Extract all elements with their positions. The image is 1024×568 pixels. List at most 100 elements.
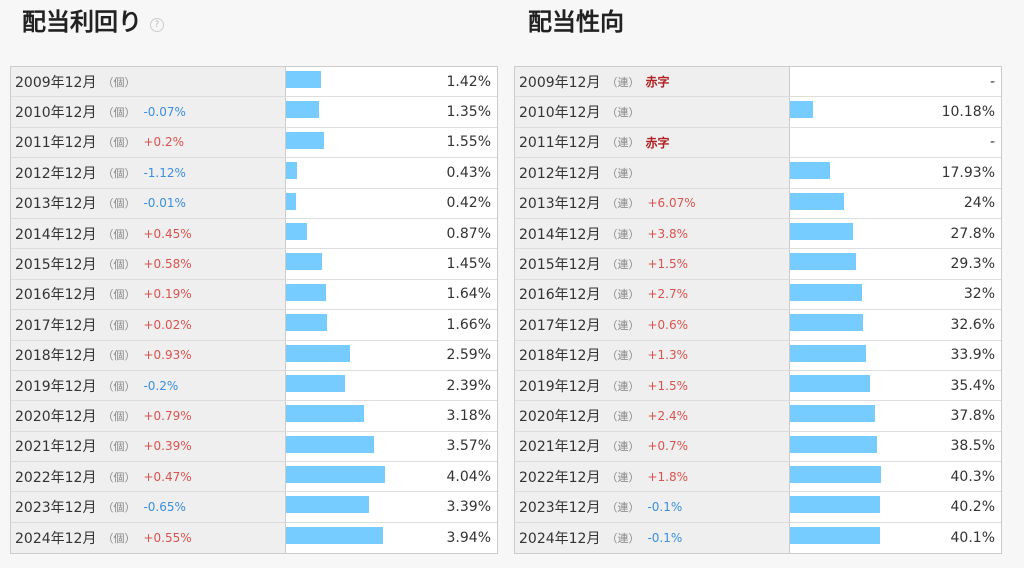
statement-type: （個） xyxy=(102,532,136,546)
bar-cell: 3.94% xyxy=(286,523,497,553)
statement-type: （個） xyxy=(102,349,136,363)
value-label: 3.18% xyxy=(446,407,491,424)
value-bar xyxy=(286,101,320,119)
change-value: +0.6% xyxy=(647,317,688,332)
bar-cell: 32.6% xyxy=(790,310,1001,339)
value-label: 1.66% xyxy=(446,316,491,333)
year-label: 2018年12月 xyxy=(15,348,97,365)
value-bar xyxy=(790,405,875,423)
change-value: -0.2% xyxy=(143,378,179,393)
bar-cell: 4.04% xyxy=(286,462,497,491)
table-row: 2014年12月 （連） +3.8% 27.8% xyxy=(515,218,1001,250)
statement-type: （連） xyxy=(606,501,640,515)
statement-type: （連） xyxy=(606,470,640,484)
value-bar xyxy=(790,253,856,271)
value-label: 32.6% xyxy=(950,316,995,333)
year-label: 2020年12月 xyxy=(519,408,601,425)
change-value: -0.07% xyxy=(143,105,186,120)
statement-type: （個） xyxy=(102,106,136,120)
change-value: +1.5% xyxy=(647,378,688,393)
statement-type: （連） xyxy=(606,166,640,180)
row-label: 2019年12月 （連） +1.5% xyxy=(515,370,790,401)
statement-type: （個） xyxy=(102,197,136,211)
statement-type: （連） xyxy=(606,440,640,454)
statement-type: （個） xyxy=(102,227,136,241)
table-row: 2015年12月 （連） +1.5% 29.3% xyxy=(515,249,1001,280)
year-label: 2013年12月 xyxy=(15,196,97,213)
row-label: 2021年12月 （連） +0.7% xyxy=(515,431,790,462)
value-label: 40.1% xyxy=(950,530,995,547)
bar-cell: 29.3% xyxy=(790,249,1001,278)
value-bar xyxy=(286,162,297,180)
year-label: 2022年12月 xyxy=(519,469,601,486)
value-bar xyxy=(286,131,325,149)
value-label: 29.3% xyxy=(950,256,995,273)
year-label: 2021年12月 xyxy=(15,439,97,456)
question-circle-icon[interactable]: ? xyxy=(150,18,164,32)
value-label: 27.8% xyxy=(950,225,995,242)
row-label: 2013年12月 （連） +6.07% xyxy=(515,188,790,218)
change-value: +0.93% xyxy=(143,348,192,363)
change-value: +0.39% xyxy=(143,439,192,454)
bar-cell: 2.59% xyxy=(286,341,497,370)
value-label: - xyxy=(989,134,995,151)
table-row: 2012年12月 （個） -1.12% 0.43% xyxy=(11,158,497,189)
table-row: 2011年12月 （個） +0.2% 1.55% xyxy=(11,127,497,159)
table-row: 2023年12月 （連） -0.1% 40.2% xyxy=(515,492,1001,523)
year-label: 2014年12月 xyxy=(15,226,97,243)
value-label: 1.42% xyxy=(446,73,491,90)
dividend-yield-title: 配当利回り? xyxy=(22,4,164,40)
statement-type: （個） xyxy=(102,440,136,454)
row-label: 2009年12月 （個） xyxy=(11,67,286,97)
bar-cell: 3.39% xyxy=(286,492,497,521)
row-label: 2017年12月 （個） +0.02% xyxy=(11,310,286,340)
table-row: 2023年12月 （個） -0.65% 3.39% xyxy=(11,492,497,523)
bar-cell: 24% xyxy=(790,189,1001,218)
value-label: 35.4% xyxy=(950,377,995,394)
table-row: 2020年12月 （個） +0.79% 3.18% xyxy=(11,401,497,432)
year-label: 2016年12月 xyxy=(519,287,601,304)
table-row: 2020年12月 （連） +2.4% 37.8% xyxy=(515,401,1001,432)
value-bar xyxy=(286,526,383,544)
year-label: 2015年12月 xyxy=(15,257,97,274)
row-label: 2019年12月 （個） -0.2% xyxy=(11,370,286,401)
row-label: 2024年12月 （連） -0.1% xyxy=(515,522,790,554)
row-label: 2009年12月 （連） 赤字 xyxy=(515,67,790,97)
dividend-yield-table: 2009年12月 （個） 1.42% 2010年12月 （個） -0.07% 1.35% 20… xyxy=(10,66,498,555)
row-label: 2018年12月 （連） +1.3% xyxy=(515,340,790,370)
table-row: 2016年12月 （連） +2.7% 32% xyxy=(515,279,1001,311)
year-label: 2011年12月 xyxy=(519,135,601,152)
change-value: +0.7% xyxy=(647,439,688,454)
year-label: 2021年12月 xyxy=(519,439,601,456)
change-value: +0.45% xyxy=(143,226,192,241)
bar-cell: - xyxy=(790,67,1001,96)
bar-cell: 3.18% xyxy=(286,401,497,430)
change-value: -0.1% xyxy=(647,531,683,546)
value-bar xyxy=(790,314,864,332)
change-value: -0.65% xyxy=(143,500,186,515)
change-value: +0.55% xyxy=(143,531,192,546)
table-row: 2022年12月 （連） +1.8% 40.3% xyxy=(515,462,1001,493)
value-label: 3.39% xyxy=(446,499,491,516)
statement-type: （連） xyxy=(606,379,640,393)
table-row: 2011年12月 （連） 赤字 - xyxy=(515,127,1001,159)
year-label: 2016年12月 xyxy=(15,287,97,304)
bar-cell: 1.35% xyxy=(286,97,497,126)
deficit-badge: 赤字 xyxy=(645,75,670,90)
bar-cell: 3.57% xyxy=(286,432,497,461)
statement-type: （連） xyxy=(606,532,640,546)
statement-type: （個） xyxy=(102,166,136,180)
table-row: 2024年12月 （個） +0.55% 3.94% xyxy=(11,522,497,554)
bar-cell: 0.87% xyxy=(286,219,497,248)
bar-cell: 35.4% xyxy=(790,371,1001,400)
table-row: 2009年12月 （個） 1.42% xyxy=(11,67,497,98)
value-bar xyxy=(286,344,350,362)
value-bar xyxy=(286,222,308,240)
bar-cell: 0.43% xyxy=(286,158,497,187)
table-row: 2019年12月 （個） -0.2% 2.39% xyxy=(11,370,497,402)
value-bar xyxy=(286,71,321,88)
value-label: 0.43% xyxy=(446,164,491,181)
table-row: 2017年12月 （個） +0.02% 1.66% xyxy=(11,310,497,341)
statement-type: （個） xyxy=(102,258,136,272)
dividend-yield-title-text: 配当利回り xyxy=(22,8,142,36)
